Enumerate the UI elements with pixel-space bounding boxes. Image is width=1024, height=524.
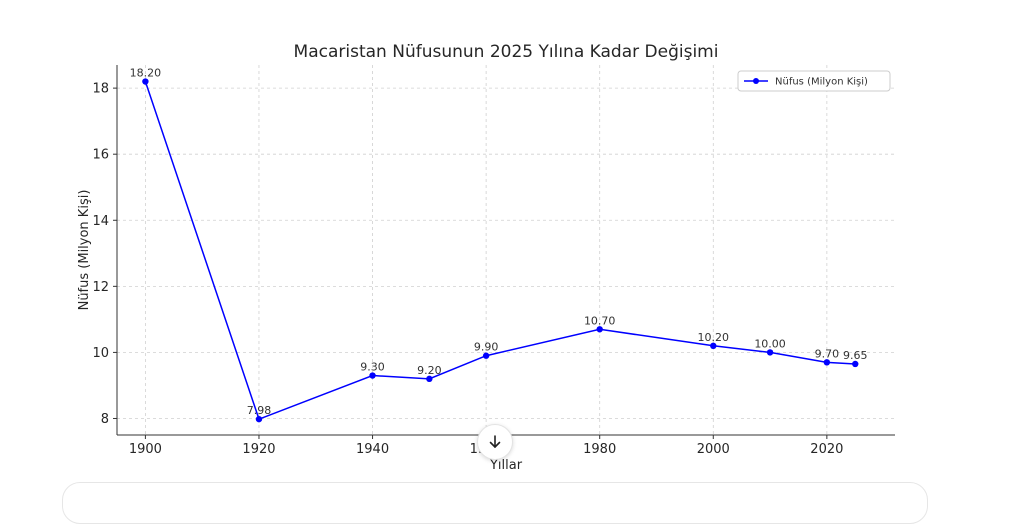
data-label: 18.20 bbox=[130, 67, 162, 80]
x-tick-label: 2020 bbox=[810, 442, 843, 457]
data-label: 9.70 bbox=[815, 347, 840, 360]
legend-box bbox=[737, 70, 891, 92]
y-tick-label: 16 bbox=[92, 148, 109, 163]
data-point bbox=[482, 352, 490, 359]
x-tick-label: 1900 bbox=[129, 442, 162, 457]
data-label: 7.98 bbox=[247, 404, 272, 417]
x-tick-label: 2000 bbox=[697, 442, 730, 457]
data-point bbox=[596, 326, 603, 333]
y-tick-label: 12 bbox=[92, 280, 109, 295]
data-label: 10.70 bbox=[584, 314, 616, 327]
arrow-down-icon bbox=[489, 435, 501, 448]
data-point bbox=[426, 375, 433, 383]
grid-lines bbox=[117, 65, 895, 435]
data-label: 9.30 bbox=[360, 361, 385, 374]
y-axis-label: Nüfus (Milyon Kişi) bbox=[77, 190, 92, 311]
data-point bbox=[823, 359, 831, 366]
data-point bbox=[852, 360, 859, 368]
axes bbox=[116, 65, 895, 436]
data-point bbox=[766, 349, 774, 356]
chart: Macaristan Nüfusunun 2025 Yılına Kadar D… bbox=[77, 42, 895, 473]
data-label: 9.65 bbox=[843, 349, 868, 362]
series-line bbox=[144, 81, 856, 421]
x-axis-ticks: 1900192019401960198020002020 bbox=[129, 435, 843, 457]
legend: Nüfus (Milyon Kişi) bbox=[737, 70, 891, 92]
data-point bbox=[142, 78, 149, 85]
y-tick-label: 10 bbox=[92, 346, 109, 361]
legend-marker-swatch bbox=[753, 78, 759, 84]
y-tick-label: 14 bbox=[92, 214, 109, 229]
data-label: 10.20 bbox=[698, 331, 730, 344]
data-point bbox=[255, 415, 263, 423]
data-point bbox=[710, 342, 717, 350]
data-label: 9.20 bbox=[417, 364, 442, 377]
scroll-down-button[interactable] bbox=[477, 424, 513, 460]
x-tick-label: 1920 bbox=[242, 442, 275, 457]
data-point bbox=[369, 372, 376, 379]
legend-entry: Nüfus (Milyon Kişi) bbox=[775, 77, 868, 88]
series-layer: 18.20 7.98 9.30 9.20 9.90 10.70 10.20 10.00 9.70… bbox=[130, 67, 868, 423]
message-input-card bbox=[62, 482, 928, 524]
chart-title: Macaristan Nüfusunun 2025 Yılına Kadar D… bbox=[294, 42, 719, 62]
y-axis-ticks: 8 10 12 14 16 18 bbox=[92, 82, 117, 427]
data-label: 9.90 bbox=[474, 341, 499, 354]
x-tick-label: 1980 bbox=[583, 442, 616, 457]
y-tick-label: 18 bbox=[92, 82, 109, 97]
x-axis-label: Yıllar bbox=[489, 458, 523, 473]
y-tick-label: 8 bbox=[101, 412, 109, 427]
x-tick-label: 1940 bbox=[356, 442, 389, 457]
data-label: 10.00 bbox=[754, 337, 786, 350]
